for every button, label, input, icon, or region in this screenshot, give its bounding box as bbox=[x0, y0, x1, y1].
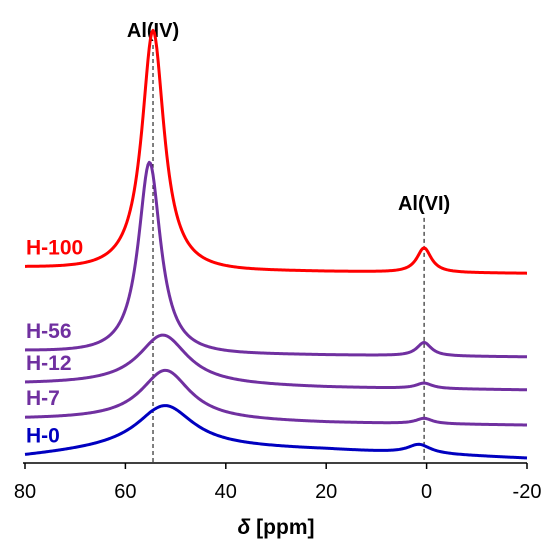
x-tick-label: 80 bbox=[14, 481, 36, 503]
series-label-h-100: H-100 bbox=[26, 236, 83, 259]
series-line-h-12 bbox=[24, 333, 528, 392]
series-line-h-56 bbox=[24, 160, 528, 359]
series-label-h-12: H-12 bbox=[26, 352, 72, 375]
series-line-h-7 bbox=[24, 368, 528, 427]
series-label-h-0: H-0 bbox=[26, 424, 60, 447]
series-label-h-7: H-7 bbox=[26, 387, 60, 410]
annotation-label: Al(VI) bbox=[398, 193, 450, 215]
x-tick-label: 60 bbox=[114, 481, 136, 503]
x-axis-unit: [ppm] bbox=[256, 516, 314, 539]
x-tick-labels: 80 60 40 20 0 -20 bbox=[14, 463, 542, 503]
series-label-h-56: H-56 bbox=[26, 320, 72, 343]
x-axis-title: δ [ppm] bbox=[238, 516, 315, 539]
annotation-layer: Al(IV)Al(VI) bbox=[127, 20, 450, 463]
series-line-h-0 bbox=[24, 404, 528, 460]
x-tick-label: 40 bbox=[215, 481, 237, 503]
x-tick-label: 0 bbox=[421, 481, 432, 503]
series-labels: H-100 H-56 H-12 H-7 H-0 bbox=[26, 236, 83, 447]
series-layer bbox=[24, 28, 528, 460]
series-line-h-100 bbox=[24, 28, 528, 275]
x-axis-symbol: δ bbox=[238, 516, 251, 539]
x-tick-label: -20 bbox=[513, 481, 542, 503]
x-tick-label: 20 bbox=[315, 481, 337, 503]
